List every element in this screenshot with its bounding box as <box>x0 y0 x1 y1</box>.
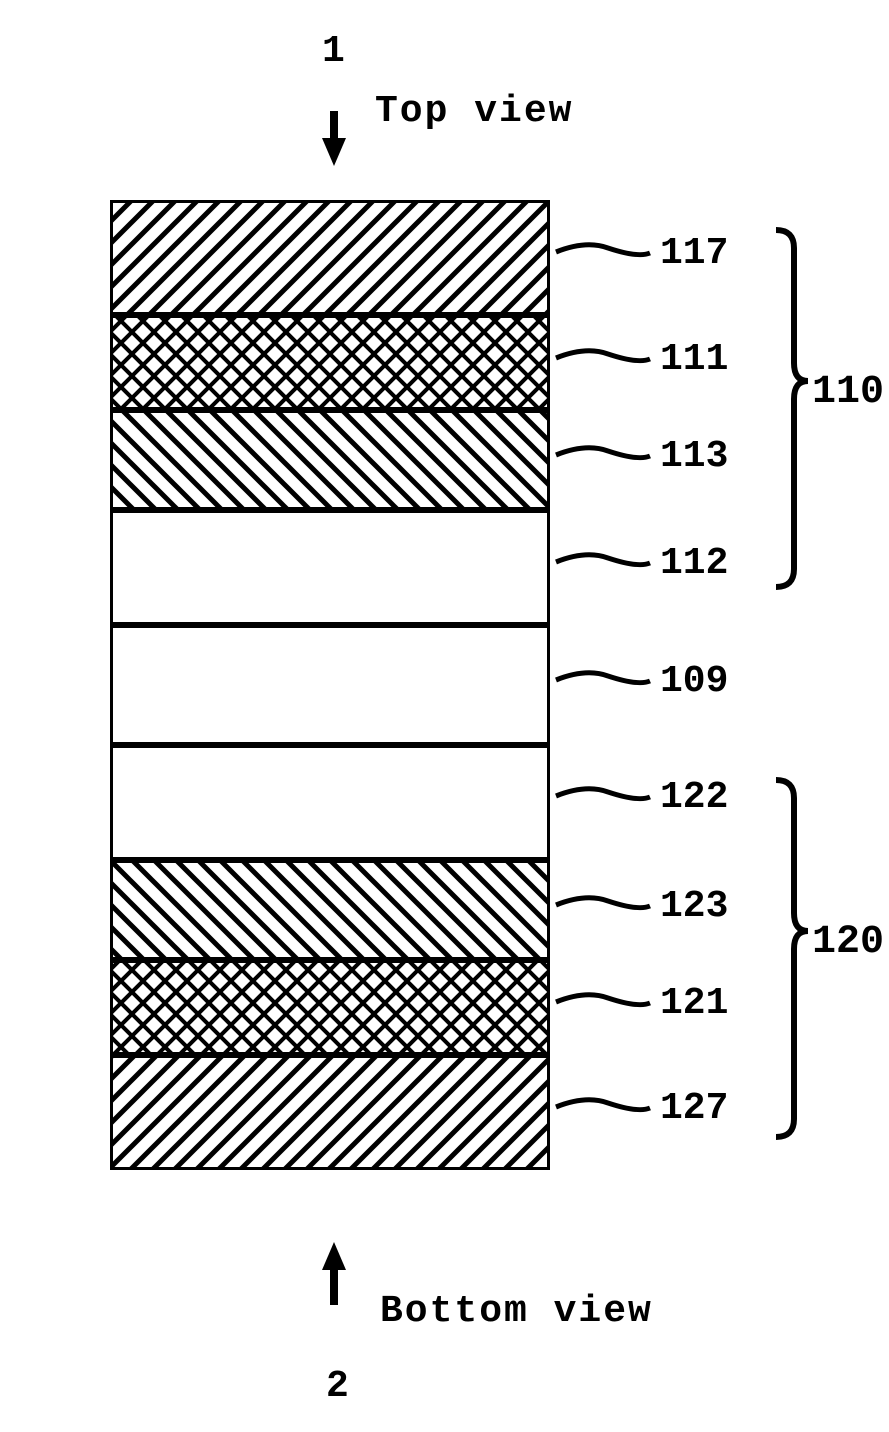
label-122: 122 <box>660 776 728 819</box>
diagram-canvas: 1 Top view <box>0 0 889 1432</box>
label-121: 121 <box>660 982 728 1025</box>
leader-lines <box>0 0 889 1432</box>
label-111: 111 <box>660 338 728 381</box>
label-109: 109 <box>660 660 728 703</box>
label-127: 127 <box>660 1087 728 1130</box>
bottom-arrow-number: 2 <box>326 1365 349 1408</box>
label-117: 117 <box>660 232 728 275</box>
label-112: 112 <box>660 542 728 585</box>
bottom-view-label: Bottom view <box>380 1290 653 1333</box>
bottom-arrow-icon <box>322 1242 346 1270</box>
group-110: 110 <box>812 370 884 415</box>
label-123: 123 <box>660 885 728 928</box>
group-120: 120 <box>812 920 884 965</box>
label-113: 113 <box>660 435 728 478</box>
